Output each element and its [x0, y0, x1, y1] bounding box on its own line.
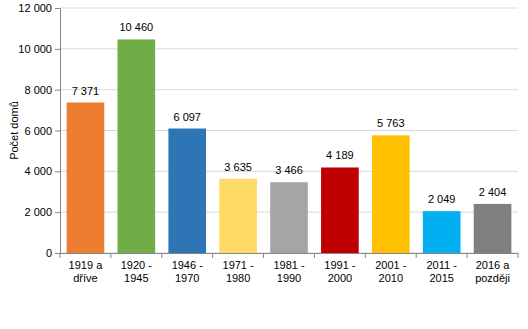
- tick-label: 4 000: [24, 165, 52, 177]
- tick: 2 000: [24, 206, 60, 218]
- tick: 1971 -1980: [223, 253, 255, 284]
- tick-mark: [55, 90, 60, 91]
- tick: 1981 -1990: [273, 253, 305, 284]
- category-separator: [518, 253, 519, 258]
- tick: 2011 -2015: [426, 253, 457, 284]
- tick-label: 6 000: [24, 125, 52, 137]
- tick-label: 2016 apozději: [475, 259, 510, 284]
- tick: 10 000: [18, 43, 60, 55]
- tick-label: 10 000: [18, 43, 52, 55]
- tick-label: 1919 adříve: [69, 259, 104, 284]
- bar: [270, 182, 308, 253]
- data-label: 2 049: [428, 193, 456, 205]
- category-separator: [161, 253, 162, 258]
- tick-mark: [55, 253, 60, 254]
- data-labels: 7 371 10 460 6 097 3 635 3 466 4 189 5 763 2 04…: [72, 21, 507, 205]
- tick-label: 2 000: [24, 206, 52, 218]
- tick-label: 0: [46, 247, 52, 259]
- tick: 1946 -1970: [172, 253, 204, 284]
- tick: 1920 -1945: [121, 253, 153, 284]
- tick-label: 1971 -1980: [223, 259, 255, 284]
- bar: [321, 167, 359, 253]
- tick-mark: [55, 212, 60, 213]
- category-separator: [416, 253, 417, 258]
- tick: 1919 adříve: [69, 253, 104, 284]
- grid-line: [60, 8, 518, 9]
- category-separator: [212, 253, 213, 258]
- axis-line: [55, 9, 61, 254]
- bar: [372, 135, 410, 253]
- category-separator: [314, 253, 315, 258]
- grid: [60, 8, 518, 253]
- tick-label: 1981 -1990: [273, 259, 305, 284]
- data-label: 3 466: [275, 164, 303, 176]
- data-label: 6 097: [173, 111, 201, 123]
- tick-label: 1946 -1970: [172, 259, 204, 284]
- bar: [474, 204, 512, 253]
- category-separator: [60, 253, 61, 258]
- data-label: 5 763: [377, 117, 405, 129]
- tick-label: 12 000: [18, 2, 52, 14]
- x-axis: 1919 adříve 1920 -1945 1946 -1970 1971 -198…: [60, 253, 519, 284]
- tick-mark: [55, 171, 60, 172]
- bar: [67, 103, 105, 253]
- tick: 4 000: [24, 165, 60, 177]
- data-label: 3 635: [224, 161, 252, 173]
- bar: [219, 179, 257, 253]
- category-separator: [110, 253, 111, 258]
- y-axis: 0 2 000 4 000 6 000 8 000 10 000 12 000: [18, 2, 60, 259]
- tick: 12 000: [18, 2, 60, 14]
- bar: [168, 129, 206, 253]
- tick-label: 2001 -2010: [375, 259, 407, 284]
- data-label: 10 460: [120, 21, 154, 33]
- tick: 6 000: [24, 125, 60, 137]
- data-label: 4 189: [326, 149, 354, 161]
- tick-mark: [55, 131, 60, 132]
- category-separator: [263, 253, 264, 258]
- tick: 1991 -2000: [324, 253, 356, 284]
- axis-line: [61, 253, 519, 254]
- tick: 0: [46, 247, 60, 259]
- tick-label: 1991 -2000: [324, 259, 356, 284]
- tick-label: 8 000: [24, 84, 52, 96]
- data-label: 2 404: [479, 186, 507, 198]
- bar: [423, 211, 461, 253]
- tick: 2016 apozději: [475, 253, 510, 284]
- tick-label: 2011 -2015: [426, 259, 457, 284]
- y-axis-title: Počet domů: [8, 101, 20, 160]
- tick-mark: [55, 49, 60, 50]
- category-separator: [365, 253, 366, 258]
- tick-mark: [55, 8, 60, 9]
- tick: 2001 -2010: [375, 253, 407, 284]
- category-separator: [467, 253, 468, 258]
- data-label: 7 371: [72, 85, 100, 97]
- bars: [67, 39, 512, 253]
- tick: 8 000: [24, 84, 60, 96]
- bar: [118, 39, 156, 253]
- chart: 7 371 10 460 6 097 3 635 3 466 4 189 5 763 2 04…: [0, 0, 528, 329]
- plot: 7 371 10 460 6 097 3 635 3 466 4 189 5 763 2 04…: [18, 2, 518, 284]
- tick-label: 1920 -1945: [121, 259, 153, 284]
